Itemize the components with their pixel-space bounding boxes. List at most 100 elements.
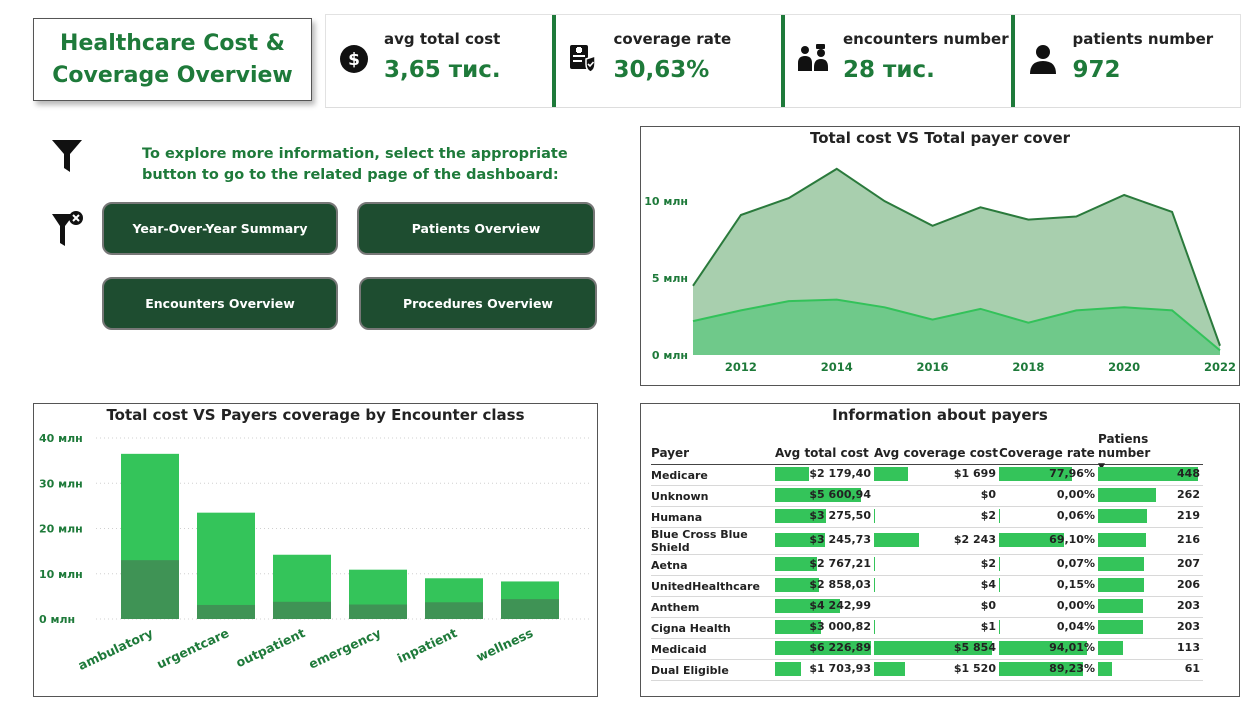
column-header-avg-coverage-cost[interactable]: Avg coverage cost <box>874 432 999 465</box>
patients-number-cell: 448 <box>1098 464 1203 486</box>
x-tick-label: urgentcare <box>154 625 231 671</box>
kpi-coverage-rate: coverage rate 30,63% <box>551 15 782 107</box>
data-bar <box>999 620 1000 634</box>
x-tick-label: wellness <box>474 625 535 664</box>
cell-value: $1 520 <box>953 662 996 675</box>
avg-total-cost-cell: $2 858,03 <box>775 575 874 597</box>
avg-total-cost-cell: $1 703,93 <box>775 659 874 681</box>
cell-value: 69,10% <box>1049 533 1095 546</box>
coverage-rate-cell: 0,15% <box>999 575 1098 597</box>
data-bar <box>1098 662 1112 676</box>
column-header-avg-total-cost[interactable]: Avg total cost <box>775 432 874 465</box>
table-row[interactable]: Blue Cross Blue Shield $3 245,73 $2 243 69,… <box>651 527 1203 555</box>
data-bar <box>775 662 801 676</box>
patients-number-cell: 203 <box>1098 596 1203 618</box>
table-row[interactable]: Cigna Health $3 000,82 $1 0,04% 203 <box>651 617 1203 639</box>
payer-name-cell: Medicaid <box>651 638 775 660</box>
table-row[interactable]: Medicare $2 179,40 $1 699 77,96% 448 <box>651 464 1203 486</box>
bar-payer-coverage[interactable] <box>501 599 559 619</box>
data-bar <box>874 467 909 481</box>
x-tick-label: outpatient <box>233 625 307 670</box>
patients-number-cell: 262 <box>1098 485 1203 507</box>
year-over-year-summary-button[interactable]: Year-Over-Year Summary <box>102 202 338 255</box>
kpi-value: 972 <box>1072 57 1121 83</box>
x-tick-label: 2022 <box>1204 360 1236 374</box>
data-bar <box>999 533 1065 547</box>
line-series-1 <box>692 167 1221 347</box>
data-bar <box>1098 533 1146 547</box>
cell-value: 0,15% <box>1056 578 1095 591</box>
cell-value: 77,96% <box>1049 467 1095 480</box>
avg-coverage-cost-cell: $1 <box>874 617 999 639</box>
dashboard-title-box: Healthcare Cost & Coverage Overview <box>33 18 312 101</box>
table-row[interactable]: Humana $3 275,50 $2 0,06% 219 <box>651 506 1203 528</box>
data-bar <box>1098 599 1143 613</box>
cell-value: 0,07% <box>1056 557 1095 570</box>
patients-number-cell: 216 <box>1098 527 1203 555</box>
column-header-coverage-rate[interactable]: Coverage rate <box>999 432 1098 465</box>
table-row[interactable]: UnitedHealthcare $2 858,03 $4 0,15% 206 <box>651 575 1203 597</box>
avg-total-cost-cell: $5 600,94 <box>775 485 874 507</box>
bar-payer-coverage[interactable] <box>425 602 483 619</box>
table-row[interactable]: Dual Eligible $1 703,93 $1 520 89,23% 61 <box>651 659 1203 681</box>
bar-payer-coverage[interactable] <box>273 601 331 619</box>
data-bar <box>775 641 871 655</box>
cell-value: 61 <box>1184 662 1200 675</box>
data-bar <box>1098 509 1147 523</box>
clear-filter-icon[interactable] <box>50 210 86 250</box>
y-tick-label: 5 млн <box>652 272 688 285</box>
bar-total-cost[interactable] <box>197 512 255 619</box>
payer-name-cell: Humana <box>651 506 775 528</box>
y-tick-label: 30 млн <box>39 477 83 490</box>
coverage-rate-cell: 0,07% <box>999 554 1098 576</box>
x-tick-label: 2020 <box>1108 360 1140 374</box>
coverage-rate-cell: 0,00% <box>999 596 1098 618</box>
cell-value: 203 <box>1177 620 1200 633</box>
cell-value: $6 226,89 <box>809 641 871 654</box>
cell-value: $3 245,73 <box>809 533 871 546</box>
kpi-label: coverage rate <box>613 30 732 48</box>
payer-name-cell: Medicare <box>651 464 775 486</box>
cell-value: 89,23% <box>1049 662 1095 675</box>
patients-number-cell: 207 <box>1098 554 1203 576</box>
column-header-payer[interactable]: Payer <box>651 432 775 465</box>
data-bar <box>874 662 905 676</box>
cell-value: $2 858,03 <box>809 578 871 591</box>
coverage-rate-cell: 0,00% <box>999 485 1098 507</box>
y-tick-label: 10 млн <box>39 568 83 581</box>
data-bar <box>1098 488 1156 502</box>
cell-value: 262 <box>1177 488 1200 501</box>
procedures-overview-button[interactable]: Procedures Overview <box>359 277 597 330</box>
data-bar <box>1098 467 1198 481</box>
cell-value: $4 <box>980 578 996 591</box>
x-tick-label: emergency <box>306 625 383 672</box>
avg-total-cost-cell: $3 000,82 <box>775 617 874 639</box>
x-tick-label: inpatient <box>395 625 460 666</box>
y-tick-label: 20 млн <box>39 523 83 536</box>
coverage-rate-cell: 69,10% <box>999 527 1098 555</box>
data-bar <box>874 533 919 547</box>
column-header-patients-number[interactable]: Patiens number ▼ <box>1098 432 1203 472</box>
payer-name-cell: Unknown <box>651 485 775 507</box>
cell-value: $2 <box>980 509 996 522</box>
cell-value: 113 <box>1177 641 1200 654</box>
cell-value: $3 000,82 <box>809 620 871 633</box>
payers-table-body: Medicare $2 179,40 $1 699 77,96% 448 Unknown $… <box>651 464 1203 681</box>
table-row[interactable]: Anthem $4 242,99 $0 0,00% 203 <box>651 596 1203 618</box>
encounters-overview-button[interactable]: Encounters Overview <box>102 277 338 330</box>
data-bar <box>775 578 820 592</box>
table-row[interactable]: Aetna $2 767,21 $2 0,07% 207 <box>651 554 1203 576</box>
filter-icon[interactable] <box>50 138 84 174</box>
bar-payer-coverage[interactable] <box>197 604 255 619</box>
bar-payer-coverage[interactable] <box>121 560 179 619</box>
data-bar <box>874 578 875 592</box>
x-tick-label: 2018 <box>1012 360 1044 374</box>
data-bar <box>999 509 1000 523</box>
bar-payer-coverage[interactable] <box>349 604 407 619</box>
table-row[interactable]: Unknown $5 600,94 $0 0,00% 262 <box>651 485 1203 507</box>
patients-number-cell: 113 <box>1098 638 1203 660</box>
patients-overview-button[interactable]: Patients Overview <box>357 202 595 255</box>
kpi-avg-total-cost: $ avg total cost 3,65 тис. <box>326 15 552 107</box>
kpi-label: avg total cost <box>384 30 501 48</box>
table-row[interactable]: Medicaid $6 226,89 $5 854 94,01% 113 <box>651 638 1203 660</box>
